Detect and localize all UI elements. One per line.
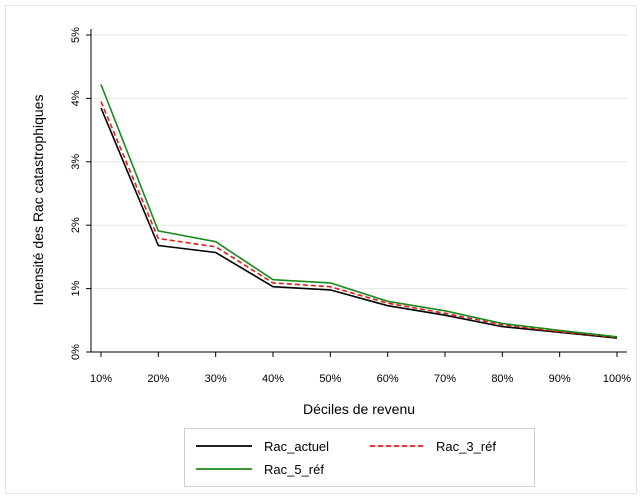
x-tick-label: 40% xyxy=(262,373,284,385)
legend-box xyxy=(184,428,535,487)
legend-label: Rac_3_réf xyxy=(436,439,496,454)
y-axis-title: Intensité des Rac catastrophiques xyxy=(30,95,46,306)
x-tick-label: 20% xyxy=(147,373,169,385)
y-tick-label: 0% xyxy=(70,344,82,360)
x-tick-label: 100% xyxy=(603,373,631,385)
legend-label: Rac_actuel xyxy=(264,439,329,454)
y-tick-label: 3% xyxy=(70,154,82,170)
y-tick-label: 1% xyxy=(70,280,82,296)
x-axis-title: Déciles de revenu xyxy=(303,401,415,417)
series-lines xyxy=(100,84,618,339)
outer-frame xyxy=(5,5,637,494)
x-tick-label: 60% xyxy=(377,373,399,385)
series-line-3 xyxy=(100,84,618,338)
x-tick-label: 70% xyxy=(434,373,456,385)
x-tick-label: 10% xyxy=(90,373,112,385)
y-tick-label: 4% xyxy=(70,90,82,106)
y-tick-label: 5% xyxy=(70,27,82,43)
x-tick-label: 50% xyxy=(319,373,341,385)
legend-label: Rac_5_réf xyxy=(264,462,324,477)
x-tick-labels: 10% 20% 30% 40% 50% 60% 70% 80% 90% 100% xyxy=(90,373,631,385)
axes xyxy=(86,29,627,357)
x-tick-label: 90% xyxy=(549,373,571,385)
legend: Rac_actuel Rac_3_réf Rac_5_réf xyxy=(184,428,535,487)
x-tick-label: 30% xyxy=(205,373,227,385)
y-tick-label: 2% xyxy=(70,217,82,233)
gridlines xyxy=(91,34,627,290)
y-tick-labels: 0% 1% 2% 3% 4% 5% xyxy=(70,27,82,360)
series-line-2 xyxy=(100,101,618,339)
x-tick-label: 80% xyxy=(491,373,513,385)
series-line-1 xyxy=(100,107,618,339)
